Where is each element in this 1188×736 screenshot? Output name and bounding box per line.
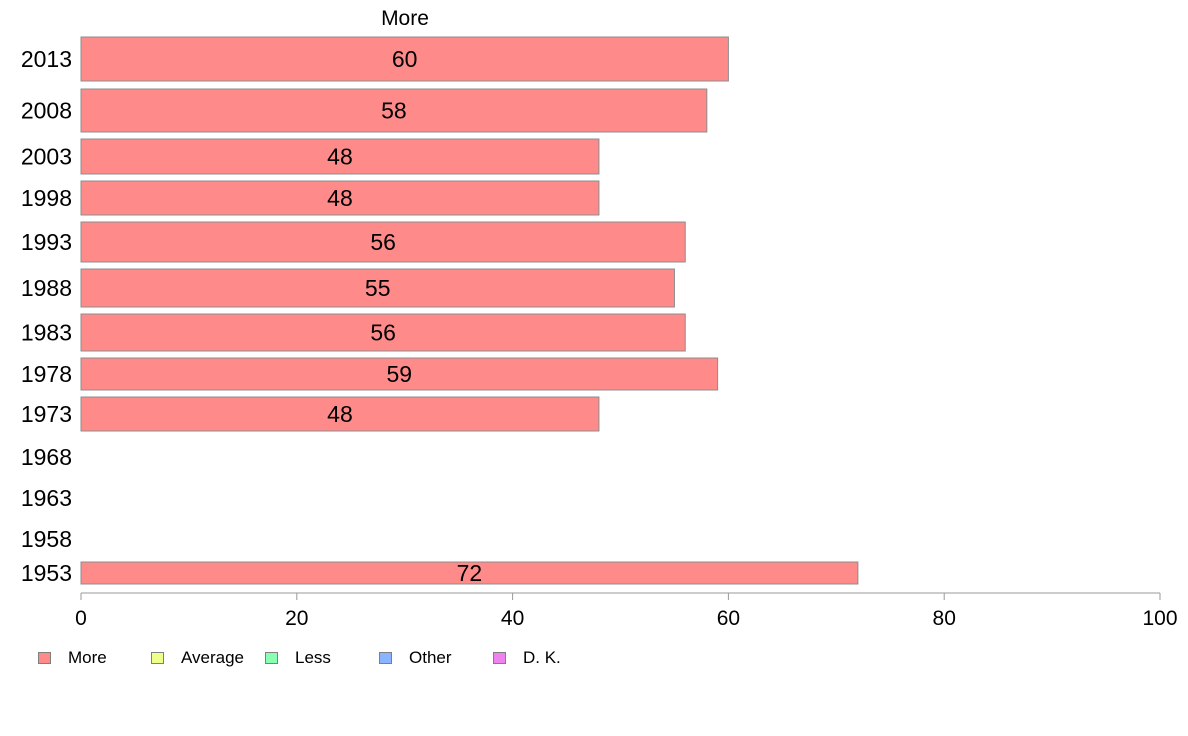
x-tick-label: 0 — [75, 607, 87, 630]
bar — [80, 396, 600, 432]
x-axis: 0 20 40 60 80 100 — [75, 592, 1178, 630]
bar — [80, 88, 708, 133]
legend-item-other: Other — [379, 648, 493, 668]
x-tick-label: 40 — [501, 607, 524, 630]
bar-value-label: 58 — [381, 98, 407, 124]
x-tick-label: 20 — [285, 607, 308, 630]
category-label: 1953 — [21, 560, 72, 586]
category-label: 1993 — [21, 229, 72, 255]
bar-value-label: 72 — [457, 560, 483, 586]
legend-label-more: More — [68, 648, 107, 667]
legend-swatch-dk — [493, 652, 506, 664]
legend-item-dk: D. K. — [493, 648, 561, 668]
category-label: 1978 — [21, 361, 72, 387]
legend-swatch-average — [151, 652, 164, 664]
category-label: 1973 — [21, 401, 72, 427]
legend-label-other: Other — [409, 648, 452, 667]
legend-label-dk: D. K. — [523, 648, 561, 667]
legend-item-more: More — [38, 648, 151, 668]
bar — [80, 268, 675, 308]
x-tick-label: 80 — [933, 607, 956, 630]
bar — [80, 36, 729, 82]
bar — [80, 138, 600, 175]
bar-value-label: 48 — [327, 185, 353, 211]
legend-swatch-more — [38, 652, 51, 664]
category-label: 1998 — [21, 185, 72, 211]
bar-value-label: 48 — [327, 144, 353, 170]
bar — [80, 357, 719, 391]
legend-item-less: Less — [265, 648, 379, 668]
category-label: 2003 — [21, 144, 72, 170]
legend-label-less: Less — [295, 648, 331, 667]
legend-swatch-other — [379, 652, 392, 664]
legend: More Average Less Other D. K. — [38, 648, 561, 668]
category-label: 2008 — [21, 98, 72, 124]
bar — [80, 561, 859, 585]
legend-label-average: Average — [181, 648, 245, 667]
category-label: 2013 — [21, 46, 72, 72]
legend-swatch-less — [265, 652, 278, 664]
category-label: 1958 — [21, 526, 72, 552]
bar — [80, 313, 686, 352]
chart-title: More — [381, 7, 429, 30]
bar-value-label: 60 — [392, 46, 418, 72]
bar-value-label: 56 — [370, 229, 396, 255]
bar — [80, 180, 600, 216]
x-tick-label: 100 — [1142, 607, 1177, 630]
category-label: 1983 — [21, 320, 72, 346]
category-label: 1988 — [21, 275, 72, 301]
bar-value-label: 56 — [370, 320, 396, 346]
bar — [80, 221, 686, 263]
bar-value-label: 55 — [365, 275, 391, 301]
legend-item-average: Average — [151, 648, 265, 668]
bar-value-label: 59 — [387, 361, 413, 387]
bar-value-label: 48 — [327, 401, 353, 427]
category-label: 1963 — [21, 485, 72, 511]
x-tick-label: 60 — [717, 607, 740, 630]
category-label: 1968 — [21, 444, 72, 470]
bars-group: 2013 60 2008 58 2003 48 1998 48 1993 56 1988 55 1983… — [21, 36, 859, 586]
